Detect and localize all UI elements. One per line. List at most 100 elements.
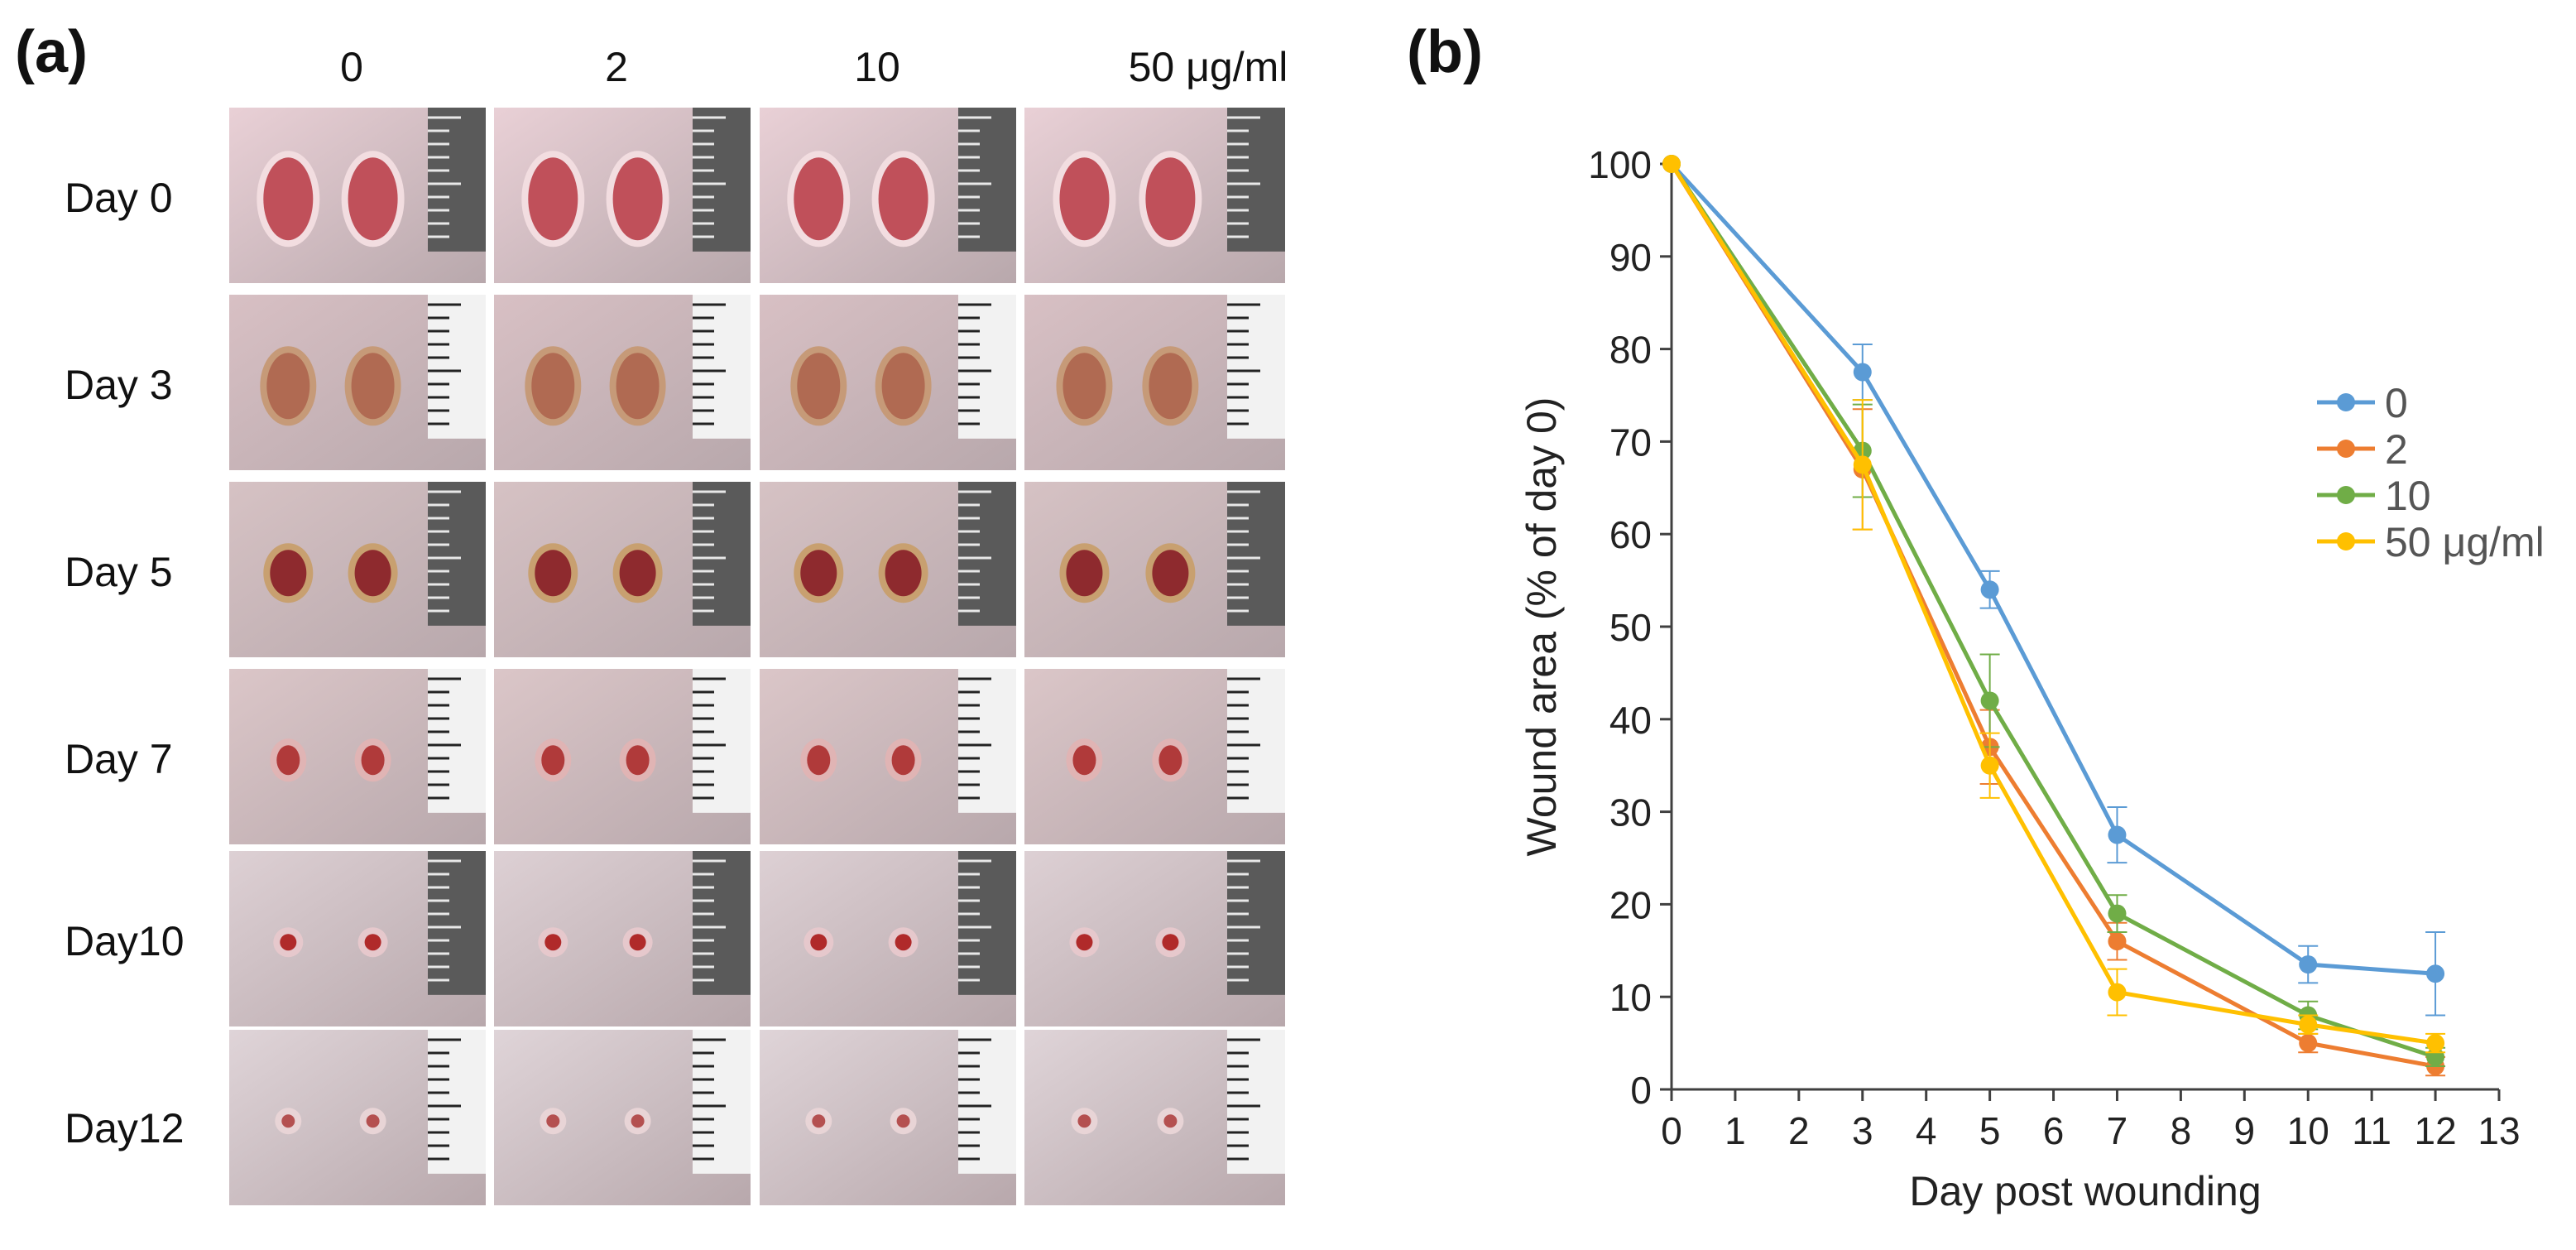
column-header-2: 2 xyxy=(605,44,628,90)
wound xyxy=(280,934,297,951)
wound-photo xyxy=(760,669,1016,844)
ruler xyxy=(428,108,486,252)
wound xyxy=(612,157,663,241)
series-line xyxy=(1669,162,2436,1069)
wound-photo xyxy=(1024,482,1285,657)
wound-photo xyxy=(1024,851,1285,1026)
ruler xyxy=(428,295,486,439)
wound-photo xyxy=(494,482,751,657)
data-point xyxy=(1662,155,1681,173)
ruler xyxy=(428,851,486,995)
x-tick-label: 13 xyxy=(2478,1109,2520,1152)
ruler xyxy=(1227,1030,1285,1174)
legend-label: 2 xyxy=(2385,426,2408,473)
wound-area-chart: 0 1 2 3 4 5 6 7 8 9 10 11 12 13 010203040506070809010… xyxy=(1518,143,2545,1214)
wound-photo xyxy=(494,851,751,1026)
data-point xyxy=(2108,932,2127,951)
legend-swatch-marker xyxy=(2337,393,2355,411)
wound-photo xyxy=(494,669,751,844)
ruler xyxy=(428,669,486,813)
ruler xyxy=(693,482,751,626)
ruler xyxy=(693,108,751,252)
x-tick-label: 1 xyxy=(1725,1109,1746,1152)
wound-photo xyxy=(494,108,751,283)
ruler xyxy=(1227,108,1285,252)
row-label-day7: Day 7 xyxy=(65,736,173,782)
ruler xyxy=(958,851,1016,995)
wound-photo xyxy=(760,108,1016,283)
panel-a-label: (a) xyxy=(15,19,88,85)
wound xyxy=(626,745,650,776)
row-label-day10: Day10 xyxy=(65,918,185,964)
wound-photo xyxy=(229,108,486,283)
ruler xyxy=(428,1030,486,1174)
ruler xyxy=(1227,851,1285,995)
legend-label: 10 xyxy=(2385,473,2431,519)
column-header-10: 10 xyxy=(854,44,900,90)
x-tick-label: 8 xyxy=(2171,1109,2192,1152)
x-tick-label: 4 xyxy=(1916,1109,1937,1152)
row-label-day0: Day 0 xyxy=(65,175,173,221)
x-tick-label: 12 xyxy=(2414,1109,2456,1152)
row-label-day5: Day 5 xyxy=(65,549,173,595)
wound xyxy=(544,934,562,951)
data-point xyxy=(1980,691,1999,710)
y-tick-label: 40 xyxy=(1609,699,1652,742)
column-header-50: 50 μg/ml xyxy=(1128,44,1288,90)
ruler xyxy=(693,669,751,813)
series-1 xyxy=(1662,155,2446,1017)
wound xyxy=(1145,157,1196,241)
wound xyxy=(1162,934,1179,951)
wound xyxy=(351,353,395,420)
data-point xyxy=(2299,1034,2318,1053)
y-tick-label: 50 xyxy=(1609,606,1652,649)
wound xyxy=(810,934,827,951)
panel-b-label: (b) xyxy=(1407,19,1483,85)
wound xyxy=(263,157,314,241)
ruler xyxy=(958,295,1016,439)
wound-photo xyxy=(494,1030,751,1205)
y-tick-label: 70 xyxy=(1609,421,1652,464)
x-tick-label: 7 xyxy=(2107,1109,2128,1152)
wound-photo xyxy=(494,295,751,470)
wound xyxy=(794,157,844,241)
ruler xyxy=(958,482,1016,626)
x-tick-label: 0 xyxy=(1661,1109,1682,1152)
wound xyxy=(896,1114,910,1128)
wound-photo xyxy=(229,1030,486,1205)
y-tick-label: 90 xyxy=(1609,236,1652,279)
wound xyxy=(1063,353,1106,420)
data-point xyxy=(2299,1015,2318,1034)
wound xyxy=(354,550,391,597)
wound xyxy=(361,745,385,776)
wound-photo xyxy=(229,295,486,470)
wound-photo xyxy=(1024,669,1285,844)
wound xyxy=(1066,550,1103,597)
wound xyxy=(1077,1114,1091,1128)
y-axis-label: Wound area (% of day 0) xyxy=(1518,397,1565,857)
data-point xyxy=(2426,964,2445,983)
wound xyxy=(270,550,307,597)
wound-photo xyxy=(1024,295,1285,470)
wound xyxy=(616,353,660,420)
wound-photo xyxy=(1024,1030,1285,1205)
y-tick-label: 80 xyxy=(1609,329,1652,372)
row-label-day3: Day 3 xyxy=(65,362,173,408)
wound xyxy=(1152,550,1189,597)
wound xyxy=(348,157,398,241)
wound xyxy=(631,1114,645,1128)
wound xyxy=(541,745,565,776)
wound xyxy=(546,1114,560,1128)
wound xyxy=(281,1114,295,1128)
ruler xyxy=(958,108,1016,252)
wound xyxy=(891,745,915,776)
wound xyxy=(881,353,925,420)
y-tick-label: 20 xyxy=(1609,883,1652,926)
ruler xyxy=(693,851,751,995)
wound-photo xyxy=(1024,108,1285,283)
wound xyxy=(807,745,831,776)
x-tick-label: 10 xyxy=(2287,1109,2329,1152)
y-tick-label: 100 xyxy=(1588,143,1652,186)
ruler xyxy=(428,482,486,626)
